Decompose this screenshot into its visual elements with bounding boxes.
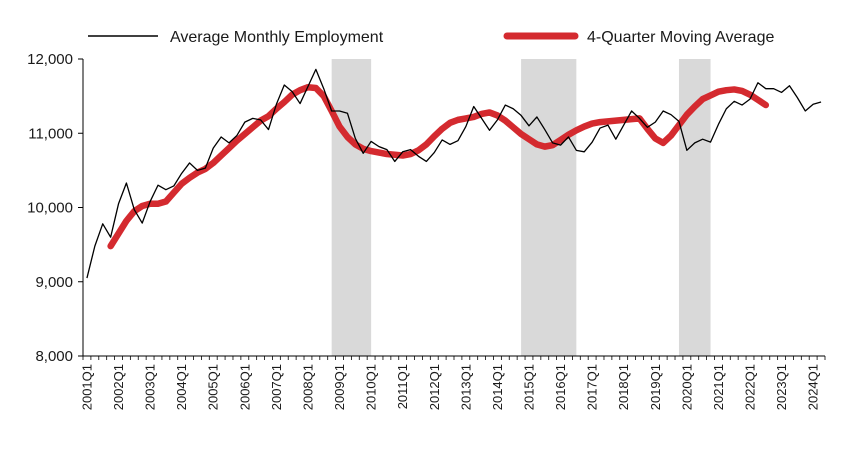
legend-label-employment: Average Monthly Employment (170, 29, 384, 46)
x-tick-label: 2017Q1 (585, 364, 600, 410)
x-tick-label: 2015Q1 (521, 364, 536, 410)
recession-shading-layer (331, 59, 711, 356)
shaded-period-2 (521, 59, 577, 356)
x-tick-label: 2011Q1 (395, 364, 410, 409)
series-line-employment (86, 68, 822, 279)
x-tick-label: 2010Q1 (364, 364, 379, 410)
x-tick-label: 2020Q1 (679, 364, 694, 410)
y-tick-label: 8,000 (35, 348, 73, 365)
series-line-moving-average (107, 83, 770, 250)
x-tick-label: 2007Q1 (269, 364, 284, 410)
x-tick-label: 2008Q1 (300, 364, 315, 410)
x-tick-label: 2021Q1 (711, 364, 726, 410)
y-tick-label: 10,000 (27, 200, 73, 217)
x-tick-label: 2023Q1 (774, 364, 789, 410)
x-tick-label: 2001Q1 (79, 364, 94, 410)
x-tick-label: 2014Q1 (490, 364, 505, 410)
x-tick-label: 2009Q1 (332, 364, 347, 410)
x-tick-label: 2019Q1 (648, 364, 663, 410)
x-tick-label: 2013Q1 (458, 364, 473, 410)
x-tick-label: 2002Q1 (111, 364, 126, 410)
x-tick-label: 2016Q1 (553, 364, 568, 410)
x-tick-label: 2005Q1 (206, 364, 221, 410)
x-tick-label: 2022Q1 (743, 364, 758, 410)
x-tick-label: 2006Q1 (237, 364, 252, 410)
y-tick-label: 12,000 (27, 51, 73, 68)
x-tick-label: 2003Q1 (143, 364, 158, 410)
x-tick-label: 2012Q1 (427, 364, 442, 410)
legend-label-moving-average: 4-Quarter Moving Average (587, 29, 774, 46)
x-tick-label: 2004Q1 (174, 364, 189, 410)
legend: Average Monthly Employment 4-Quarter Mov… (88, 29, 774, 46)
x-tick-label: 2024Q1 (806, 364, 821, 410)
y-tick-label: 9,000 (35, 274, 73, 291)
axes: 8,000 9,000 10,000 11,000 12,000 2001Q1 2002Q1… (27, 51, 826, 410)
y-tick-label: 11,000 (28, 125, 73, 142)
series-layer (86, 68, 822, 279)
shaded-period-1 (331, 59, 372, 356)
x-tick-label: 2018Q1 (616, 364, 631, 410)
